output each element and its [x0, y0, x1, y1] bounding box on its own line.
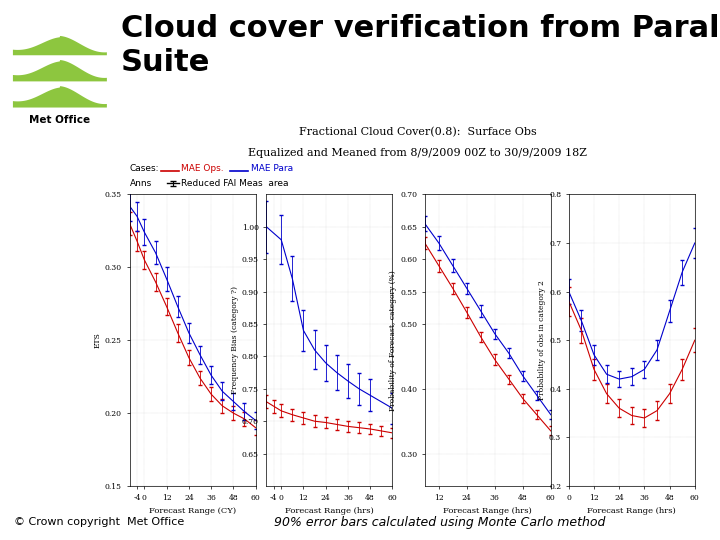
Text: Met Office: Met Office	[29, 115, 90, 125]
Y-axis label: Probability of obs in category 2: Probability of obs in category 2	[538, 280, 546, 400]
Text: Cloud cover verification from Parallel
Suite: Cloud cover verification from Parallel S…	[121, 15, 720, 77]
Text: MAE Ops.: MAE Ops.	[181, 164, 224, 173]
X-axis label: Forecast Range (hrs): Forecast Range (hrs)	[285, 507, 374, 515]
Y-axis label: Frequency Bias (category ?): Frequency Bias (category ?)	[231, 286, 239, 394]
Text: MAE Para: MAE Para	[251, 164, 293, 173]
Text: © Crown copyright  Met Office: © Crown copyright Met Office	[14, 517, 184, 528]
Text: Fractional Cloud Cover(0.8):  Surface Obs: Fractional Cloud Cover(0.8): Surface Obs	[299, 127, 536, 137]
Text: Anns: Anns	[130, 179, 152, 188]
X-axis label: Forecast Range (CY): Forecast Range (CY)	[149, 507, 236, 515]
Y-axis label: Probability of Forecast, category (%): Probability of Forecast, category (%)	[390, 270, 397, 410]
X-axis label: Forecast Range (hrs): Forecast Range (hrs)	[444, 507, 532, 515]
Text: Equalized and Meaned from 8/9/2009 00Z to 30/9/2009 18Z: Equalized and Meaned from 8/9/2009 00Z t…	[248, 148, 587, 158]
Text: Reduced FAI Meas  area: Reduced FAI Meas area	[181, 179, 289, 188]
Text: 90% error bars calculated using Monte Carlo method: 90% error bars calculated using Monte Ca…	[274, 516, 605, 529]
Y-axis label: ETS: ETS	[94, 332, 102, 348]
X-axis label: Forecast Range (hrs): Forecast Range (hrs)	[588, 507, 676, 515]
Text: Cases:: Cases:	[130, 164, 159, 173]
